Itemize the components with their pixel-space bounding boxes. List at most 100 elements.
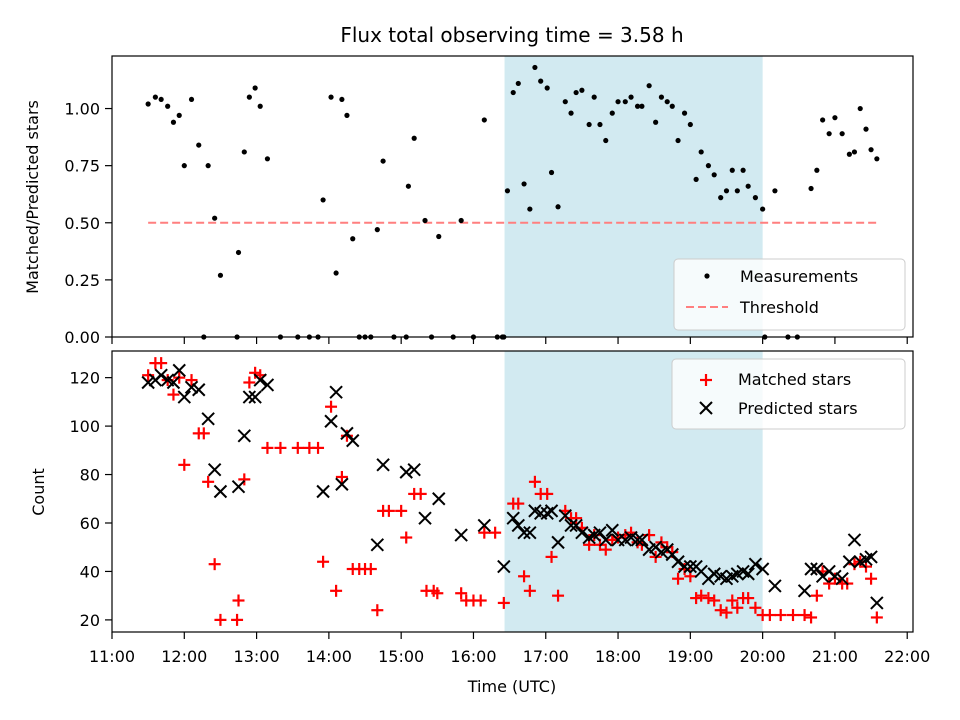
bottom-y-tick-label: 120	[69, 369, 100, 388]
predicted-star-point	[533, 506, 548, 521]
predicted-star-point	[635, 533, 649, 547]
top-panel: Flux total observing time = 3.58 h 0.000…	[23, 23, 914, 347]
measurement-point	[145, 101, 151, 107]
matched-star-point	[214, 613, 227, 626]
measurement-point	[857, 105, 863, 112]
predicted-star-point	[141, 375, 155, 390]
measurement-point	[863, 126, 869, 132]
measurement-point	[664, 99, 670, 105]
measurement-point	[826, 131, 832, 137]
predicted-star-point	[748, 557, 763, 571]
matched-star-point	[774, 609, 787, 622]
measurement-point	[745, 183, 751, 189]
matched-star-point	[606, 533, 619, 546]
matched-star-point	[431, 587, 444, 600]
bottom-legend-marker-matched	[700, 374, 712, 386]
measurement-point	[808, 185, 814, 192]
bottom-x-tick-label: 16:00	[450, 647, 496, 666]
predicted-star-point	[213, 484, 228, 499]
predicted-star-point	[810, 562, 824, 576]
predicted-star-point	[544, 504, 559, 518]
predicted-star-point	[253, 373, 267, 387]
measurement-point	[344, 112, 350, 118]
predicted-star-point	[172, 363, 186, 378]
bottom-y-tick-label: 80	[80, 466, 100, 485]
measurement-point	[532, 64, 538, 71]
measurement-point	[257, 103, 263, 109]
bottom-plot-area	[141, 357, 884, 626]
matched-star-point	[497, 596, 510, 609]
predicted-star-point	[432, 492, 446, 506]
measurement-point	[212, 215, 218, 221]
bottom-legend-marker-predicted	[699, 401, 713, 415]
matched-star-point	[541, 487, 554, 500]
measurement-point	[698, 149, 704, 155]
predicted-star-point	[864, 550, 878, 564]
matched-star-point	[726, 594, 739, 607]
measurement-point	[628, 94, 634, 100]
predicted-star-point	[755, 562, 770, 576]
measurement-point	[653, 119, 659, 125]
matched-star-point	[330, 584, 343, 597]
top-axes-frame	[111, 55, 914, 338]
predicted-star-point	[418, 511, 432, 525]
measurement-point	[603, 137, 609, 144]
measurement-point	[820, 117, 826, 123]
matched-star-point	[695, 589, 708, 602]
measurement-point	[622, 99, 628, 105]
matched-star-point	[312, 441, 325, 454]
predicted-star-point	[828, 569, 842, 583]
predicted-star-point	[166, 375, 181, 390]
matched-star-point	[763, 609, 776, 622]
matched-star-point	[545, 550, 558, 563]
measurement-point	[188, 96, 195, 103]
predicted-star-point	[835, 571, 849, 586]
measurement-point	[436, 233, 442, 240]
predicted-star-point	[242, 390, 257, 404]
measurement-point	[681, 110, 688, 116]
measurement-point	[504, 188, 511, 194]
top-legend-label-measurements: Measurements	[740, 267, 858, 286]
measurement-point	[481, 117, 487, 123]
measurement-point	[562, 99, 568, 105]
top-y-tick-label: 1.00	[64, 100, 100, 119]
matched-star-point	[325, 400, 338, 413]
measurement-point	[515, 80, 521, 87]
predicted-star-point	[741, 567, 755, 581]
measurement-point	[658, 94, 665, 100]
measurement-point	[752, 195, 759, 201]
predicted-star-point	[248, 390, 262, 404]
top-legend: Measurements Threshold	[673, 258, 906, 331]
matched-star-point	[720, 606, 733, 619]
bottom-y-tick-label: 40	[80, 562, 100, 581]
predicted-star-point	[154, 368, 168, 382]
predicted-star-point	[260, 378, 275, 392]
measurement-point	[729, 167, 735, 173]
measurement-point	[740, 167, 746, 173]
measurement-point	[521, 181, 527, 187]
predicted-star-point	[177, 390, 191, 404]
matched-star-point	[335, 470, 348, 483]
bottom-axes-frame	[111, 350, 914, 633]
bottom-y-tick-label: 100	[69, 417, 100, 436]
predicted-star-point	[558, 509, 572, 523]
matched-star-point	[371, 604, 384, 617]
predicted-star-point	[335, 477, 349, 491]
predicted-star-point	[192, 383, 206, 397]
matched-star-point	[523, 584, 536, 597]
measurement-point	[165, 103, 171, 109]
predicted-star-point	[575, 525, 589, 540]
matched-star-point	[382, 504, 395, 517]
measurement-point	[510, 89, 516, 96]
matched-star-point	[142, 369, 155, 382]
predicted-star-point	[324, 414, 338, 428]
matched-star-point	[599, 543, 612, 556]
predicted-star-point	[842, 555, 857, 569]
top-y-axis-label: Matched/Predicted stars	[23, 100, 42, 294]
measurement-point	[411, 135, 417, 141]
predicted-star-point	[329, 385, 343, 399]
matched-star-point	[702, 592, 715, 605]
matched-star-point	[400, 531, 413, 544]
matched-star-point	[731, 601, 744, 614]
